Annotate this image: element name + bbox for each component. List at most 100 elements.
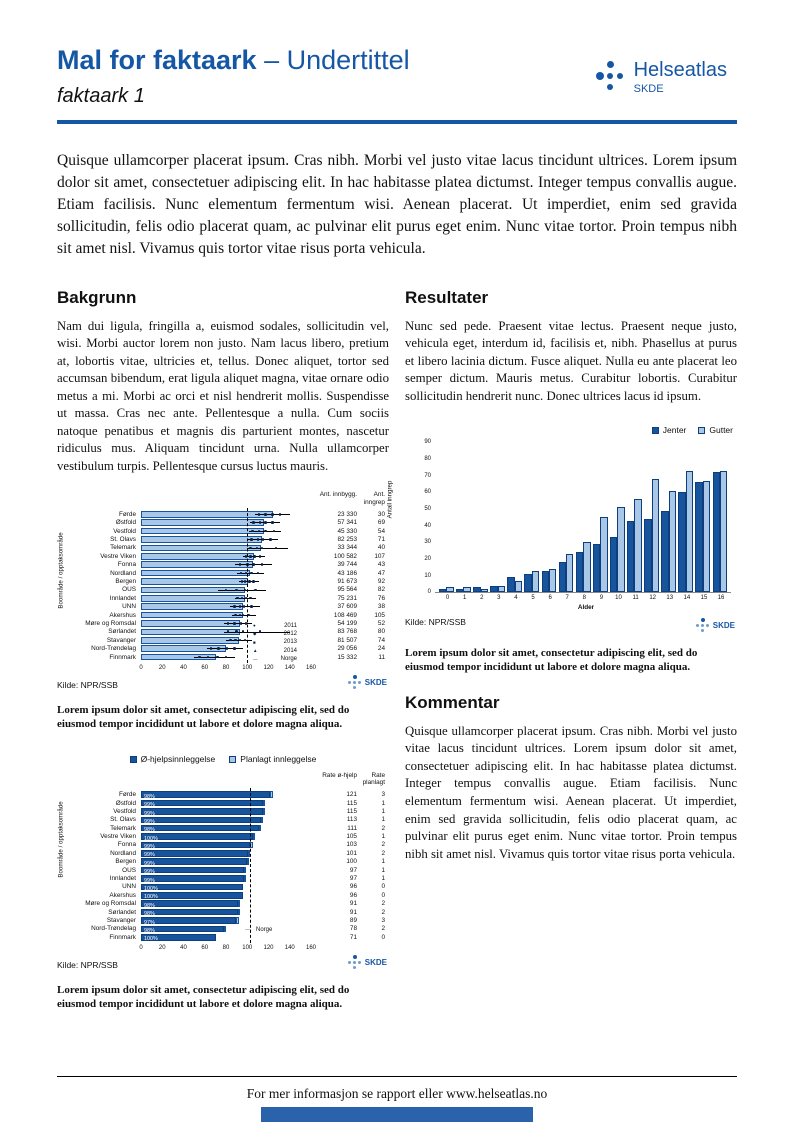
bar bbox=[514, 580, 523, 593]
age-group bbox=[524, 471, 541, 593]
legend-marker: ■ bbox=[253, 639, 256, 645]
percent-label: 98% bbox=[144, 927, 155, 934]
bar bbox=[695, 482, 703, 593]
rate-ehjelp-value: 100 bbox=[346, 858, 357, 866]
x-tick: 11 bbox=[632, 595, 639, 602]
x-tick: 60 bbox=[201, 665, 209, 672]
bar-track bbox=[141, 619, 311, 627]
bar-track bbox=[141, 628, 311, 636]
rate-ehjelp-value: 115 bbox=[346, 799, 357, 807]
year-point bbox=[249, 596, 252, 600]
year-point bbox=[272, 529, 276, 533]
bar-row: UNN 37 609 38 bbox=[57, 602, 389, 610]
planlagt-bar bbox=[235, 917, 239, 924]
year-point bbox=[224, 655, 228, 659]
planlagt-bar bbox=[237, 908, 240, 916]
y-tick: 40 bbox=[424, 522, 431, 529]
innbygg-value: 39 744 bbox=[337, 561, 357, 569]
dot bbox=[357, 680, 362, 685]
chart-rates-by-area: Ant. innbygg. Ant. inngrep Førde 23 330 30 Øs… bbox=[57, 491, 389, 690]
norge-legend: ― Norge bbox=[245, 927, 272, 933]
y-tick: 30 bbox=[424, 539, 431, 546]
x-tick: 20 bbox=[158, 945, 166, 952]
skde-dots-icon bbox=[695, 618, 710, 633]
legend-swatch bbox=[651, 427, 659, 435]
y-tick: 90 bbox=[424, 439, 431, 446]
age-group bbox=[678, 470, 695, 593]
dot bbox=[700, 624, 704, 628]
bar bbox=[668, 490, 676, 593]
bakgrunn-body: Nam dui ligula, fringilla a, euismod sod… bbox=[57, 318, 389, 473]
year-point bbox=[257, 512, 261, 516]
bar bbox=[592, 544, 601, 593]
rate-ehjelp-value: 96 bbox=[349, 883, 357, 891]
year-point bbox=[233, 622, 236, 625]
x-tick: 0 bbox=[445, 595, 450, 602]
row-label: Fonna bbox=[117, 841, 136, 849]
footer: For mer informasjon se rapport eller www… bbox=[57, 1076, 737, 1122]
planlagt-bar bbox=[263, 799, 266, 807]
x-tick: 160 bbox=[305, 945, 317, 952]
row-label: Østfold bbox=[115, 799, 136, 807]
rate-bar bbox=[141, 594, 246, 602]
ehjelp-bar: 99% bbox=[141, 799, 264, 808]
inngrep-value: 105 bbox=[374, 611, 385, 619]
bar-track: 99% bbox=[141, 816, 311, 825]
percent-label: 100% bbox=[144, 886, 158, 893]
bar-track: 99% bbox=[141, 874, 311, 884]
year-point bbox=[252, 580, 255, 583]
bar-row: Finnmark 15 332 11 bbox=[57, 653, 389, 661]
x-tick: 16 bbox=[717, 595, 725, 602]
age-group bbox=[439, 471, 456, 593]
year-point bbox=[261, 538, 265, 541]
row-label: Bergen bbox=[115, 858, 136, 866]
year-point bbox=[235, 588, 238, 592]
bar-track bbox=[141, 527, 311, 535]
x-tick: 6 bbox=[548, 595, 552, 602]
section-heading-bakgrunn: Bakgrunn bbox=[57, 287, 137, 307]
rate-bar bbox=[141, 603, 243, 610]
year-point bbox=[239, 622, 243, 625]
age-group bbox=[712, 470, 730, 593]
helseatlas-logo: Helseatlas SKDE bbox=[595, 60, 727, 95]
bar-track bbox=[141, 594, 311, 602]
bar-groups bbox=[439, 470, 731, 593]
x-tick: 80 bbox=[222, 945, 230, 952]
source-label: Kilde: NPR/SSB bbox=[57, 960, 118, 971]
bar-row: Fonna 99% 103 2 bbox=[57, 841, 389, 850]
bar-row: Vestfold 45 330 54 bbox=[57, 527, 389, 535]
year-point bbox=[238, 605, 242, 608]
year-point bbox=[264, 529, 267, 533]
bar bbox=[531, 570, 540, 593]
planlagt-bar bbox=[258, 824, 262, 832]
bar-row: Bergen 91 673 92 bbox=[57, 577, 389, 585]
year-point bbox=[254, 588, 258, 592]
dot bbox=[352, 686, 356, 690]
rate-ehjelp-value: 103 bbox=[346, 841, 357, 849]
bar-track: 98% bbox=[141, 900, 311, 909]
rate-ehjelp-value: 91 bbox=[349, 908, 357, 916]
year-point bbox=[249, 546, 252, 550]
bar-row: Stavanger 97% 89 3 bbox=[57, 916, 389, 926]
percent-label: 100% bbox=[144, 894, 158, 901]
innbygg-value: 82 253 bbox=[337, 536, 357, 544]
rate-bar bbox=[141, 511, 273, 518]
source-label: Kilde: NPR/SSB bbox=[57, 680, 118, 691]
dot bbox=[352, 955, 357, 960]
legend-label: Gutter bbox=[709, 425, 733, 436]
x-tick: 12 bbox=[649, 595, 657, 602]
legend-label: Ø-hjelpsinnleggelse bbox=[140, 753, 216, 764]
x-tick: 10 bbox=[615, 595, 622, 602]
planlagt-bar bbox=[263, 808, 266, 815]
inngrep-value: 43 bbox=[377, 561, 385, 569]
x-tick: 120 bbox=[263, 665, 274, 672]
rate-ehjelp-value: 71 bbox=[349, 933, 357, 941]
rate-ehjelp-value: 113 bbox=[346, 816, 357, 824]
bar-row: Stavanger 81 507 74 bbox=[57, 636, 389, 644]
row-label: Finnmark bbox=[109, 933, 136, 941]
bar-row: Sørlandet 83 768 80 bbox=[57, 628, 389, 636]
rate-bar bbox=[141, 527, 265, 535]
rate-planlagt-value: 2 bbox=[381, 925, 385, 933]
chart-legend: ● 2011 ◆ 2012 ■ 2013 ▲ 2014 ― Norge bbox=[253, 621, 297, 663]
